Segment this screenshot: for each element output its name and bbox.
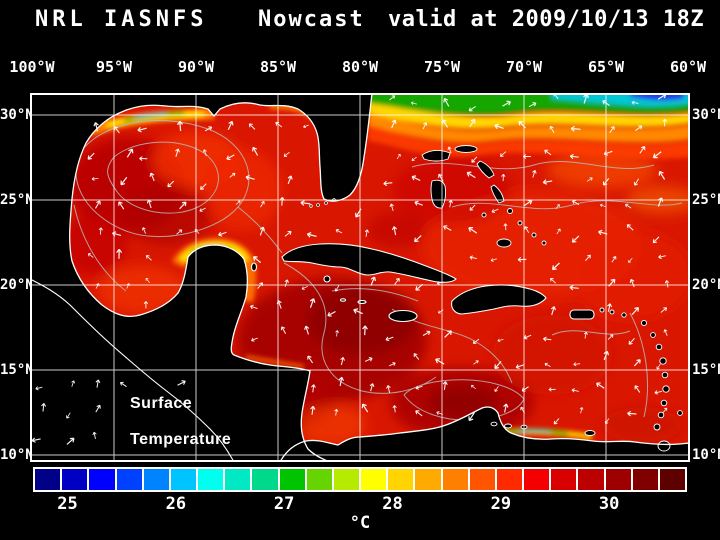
colorbar-cell — [306, 469, 332, 490]
lat-tick-label: 25°N — [692, 192, 720, 208]
florida-keys — [309, 198, 336, 208]
lon-tick-label: 70°W — [505, 58, 543, 76]
lat-tick-label: 15°N — [0, 362, 34, 378]
colorbar-cell — [524, 469, 550, 490]
lon-tick-label: 90°W — [177, 58, 215, 76]
lat-tick-label: 15°N — [692, 362, 720, 378]
lat-tick-label: 25°N — [0, 192, 34, 208]
colorbar-cell — [170, 469, 197, 490]
colorbar-cell — [361, 469, 387, 490]
product-name: NRL IASNFS — [35, 7, 208, 32]
colorbar-cell — [578, 469, 604, 490]
colorbar-cell — [279, 469, 305, 490]
colorbar-tick-label: 27 — [273, 494, 295, 514]
lon-tick-label: 100°W — [9, 58, 55, 76]
lesser-antilles-islands — [490, 307, 683, 452]
colorbar-cell — [198, 469, 224, 490]
lat-tick-label: 30°N — [0, 107, 34, 123]
land-masses — [32, 95, 688, 460]
pacific-coastline — [32, 279, 234, 460]
coastline — [32, 95, 688, 460]
lat-tick-label: 10°N — [692, 447, 720, 463]
colorbar-tick-label: 25 — [57, 494, 78, 514]
colorbar-cell — [62, 469, 88, 490]
run-type: Nowcast — [258, 7, 365, 32]
colorbar-cell — [442, 469, 468, 490]
lat-tick-label: 10°N — [0, 447, 34, 463]
colorbar — [33, 467, 687, 492]
colorbar-tick-label: 26 — [165, 494, 187, 514]
colorbar-cell — [659, 469, 686, 490]
lon-tick-label: 65°W — [587, 58, 625, 76]
valid-time: valid at 2009/10/13 18Z — [388, 7, 705, 32]
colorbar-cell — [551, 469, 577, 490]
lat-tick-label: 20°N — [0, 277, 34, 293]
colorbar-cell — [333, 469, 360, 490]
colorbar-cell — [89, 469, 115, 490]
overlay-label-line2: Temperature — [130, 431, 231, 448]
overlay-label-line1: Surface — [130, 395, 192, 412]
lat-tick-label: 30°N — [692, 107, 720, 123]
colorbar-cell — [225, 469, 251, 490]
lat-tick-label: 20°N — [692, 277, 720, 293]
grid-lines — [32, 95, 688, 460]
colorbar-cell — [415, 469, 441, 490]
colorbar-cell — [116, 469, 142, 490]
colorbar-cell — [388, 469, 414, 490]
lon-tick-label: 75°W — [423, 58, 461, 76]
colorbar-tick-label: 29 — [490, 494, 512, 514]
current-vectors — [32, 95, 670, 445]
lon-tick-label: 80°W — [341, 58, 379, 76]
colorbar-tick-label: 28 — [382, 494, 403, 514]
colorbar-cell — [605, 469, 631, 490]
lon-tick-label: 85°W — [259, 58, 297, 76]
lon-tick-label: 95°W — [95, 58, 133, 76]
lon-tick-label: 60°W — [669, 58, 707, 76]
colorbar-cell — [469, 469, 495, 490]
colorbar-unit: °C — [349, 513, 371, 533]
colorbar-cell — [496, 469, 523, 490]
colorbar-cell — [143, 469, 169, 490]
colorbar-cell — [252, 469, 278, 490]
colorbar-cell — [35, 469, 61, 490]
sst-map: Surface Temperature — [32, 95, 688, 460]
colorbar-cell — [632, 469, 658, 490]
map-frame: Surface Temperature — [30, 93, 690, 462]
colorbar-tick-label: 30 — [598, 494, 620, 514]
